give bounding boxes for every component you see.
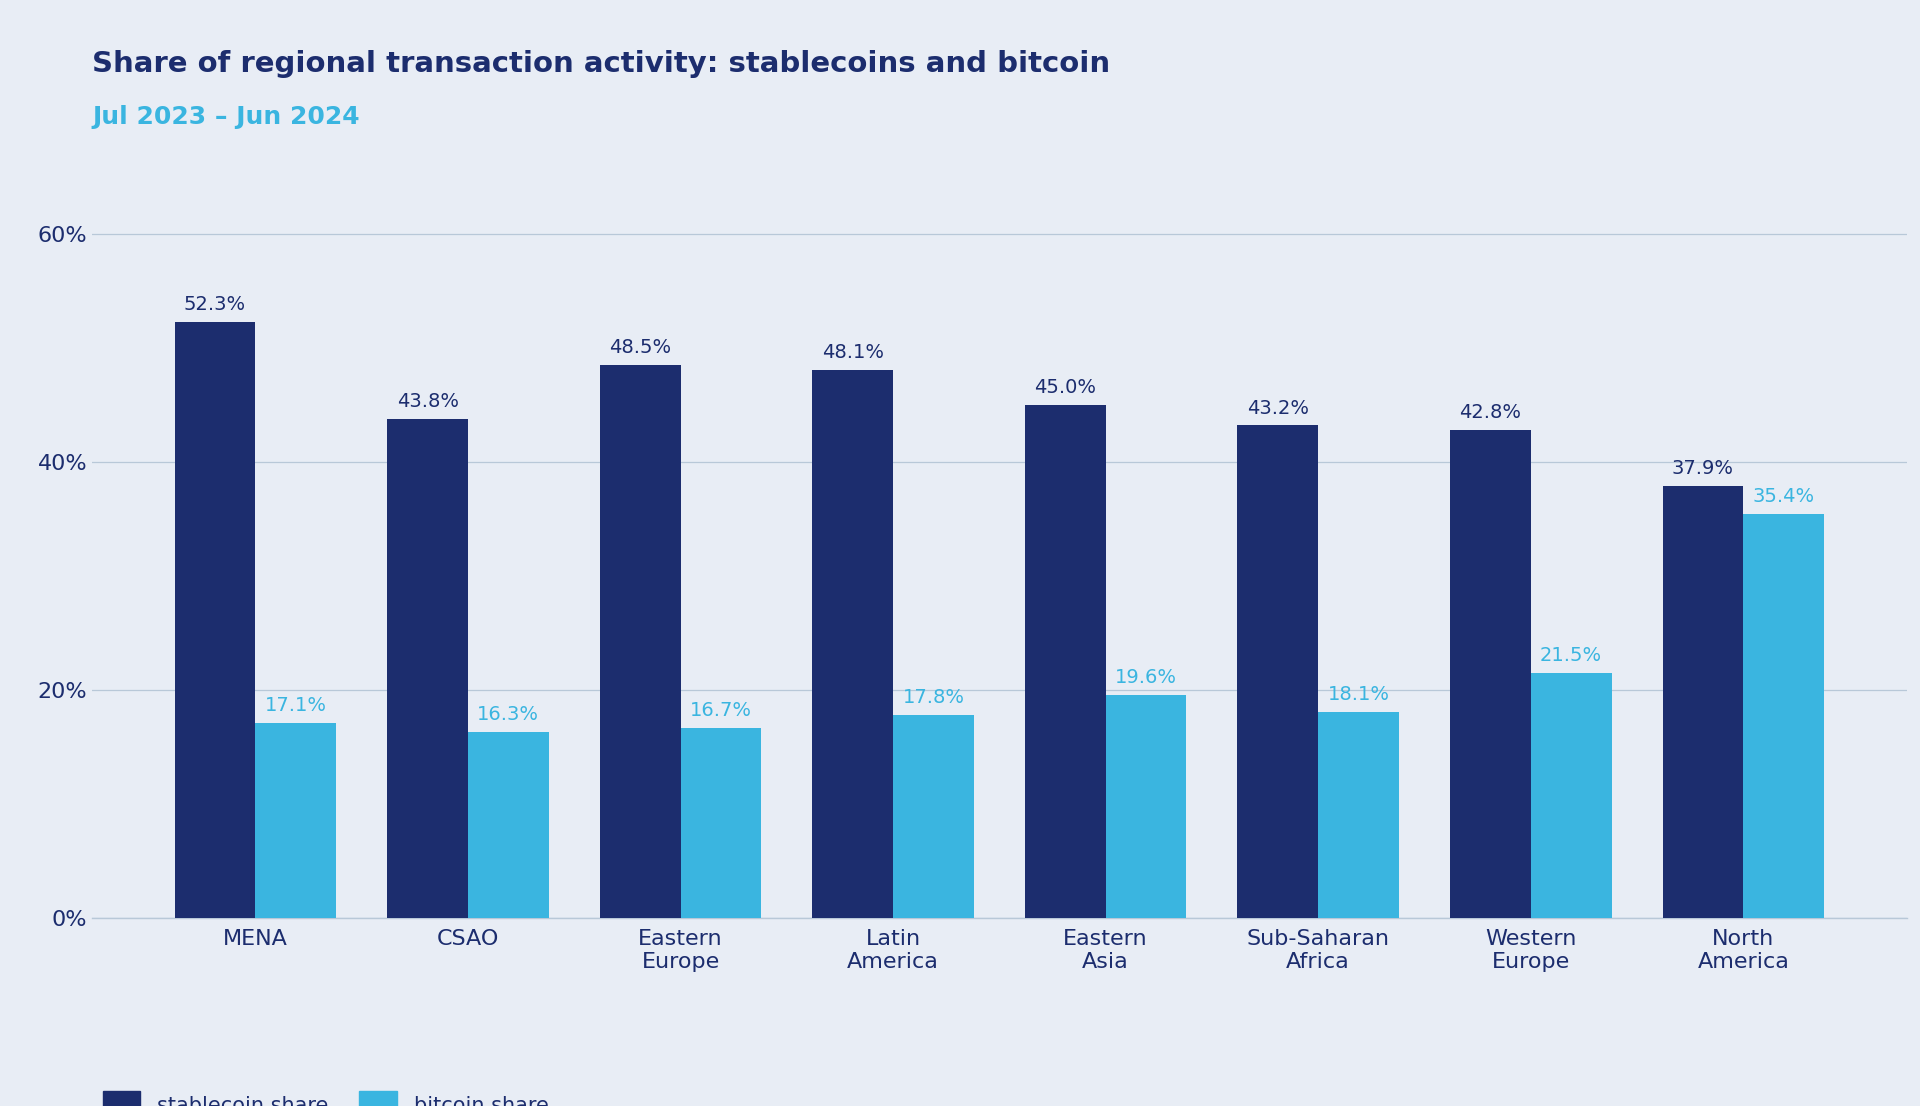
Bar [1663, 486, 1743, 918]
Text: 16.7%: 16.7% [689, 700, 753, 720]
Text: 45.0%: 45.0% [1035, 378, 1096, 397]
Bar [175, 322, 255, 918]
Text: 17.8%: 17.8% [902, 688, 964, 707]
Text: Jul 2023 – Jun 2024: Jul 2023 – Jun 2024 [92, 105, 359, 129]
Bar [1743, 514, 1824, 918]
Text: 52.3%: 52.3% [184, 295, 246, 314]
Text: 35.4%: 35.4% [1753, 488, 1814, 507]
Text: Share of regional transaction activity: stablecoins and bitcoin: Share of regional transaction activity: … [92, 50, 1110, 77]
Bar [599, 365, 680, 918]
Bar [680, 728, 762, 918]
Bar [1450, 430, 1530, 918]
Text: 43.2%: 43.2% [1246, 398, 1309, 417]
Bar [1236, 426, 1319, 918]
Bar [1530, 672, 1611, 918]
Text: 18.1%: 18.1% [1327, 685, 1390, 703]
Text: 16.3%: 16.3% [478, 706, 540, 724]
Bar [1319, 711, 1400, 918]
Text: 21.5%: 21.5% [1540, 646, 1601, 665]
Bar [893, 716, 973, 918]
Text: 17.1%: 17.1% [265, 696, 326, 716]
Bar [812, 369, 893, 918]
Text: 43.8%: 43.8% [397, 392, 459, 410]
Legend: stablecoin share, bitcoin share: stablecoin share, bitcoin share [102, 1092, 549, 1106]
Bar [255, 723, 336, 918]
Text: 48.5%: 48.5% [609, 338, 672, 357]
Bar [468, 732, 549, 918]
Bar [388, 419, 468, 918]
Text: 42.8%: 42.8% [1459, 403, 1521, 422]
Text: 19.6%: 19.6% [1116, 668, 1177, 687]
Bar [1106, 695, 1187, 918]
Text: 37.9%: 37.9% [1672, 459, 1734, 478]
Bar [1025, 405, 1106, 918]
Text: 48.1%: 48.1% [822, 343, 883, 362]
